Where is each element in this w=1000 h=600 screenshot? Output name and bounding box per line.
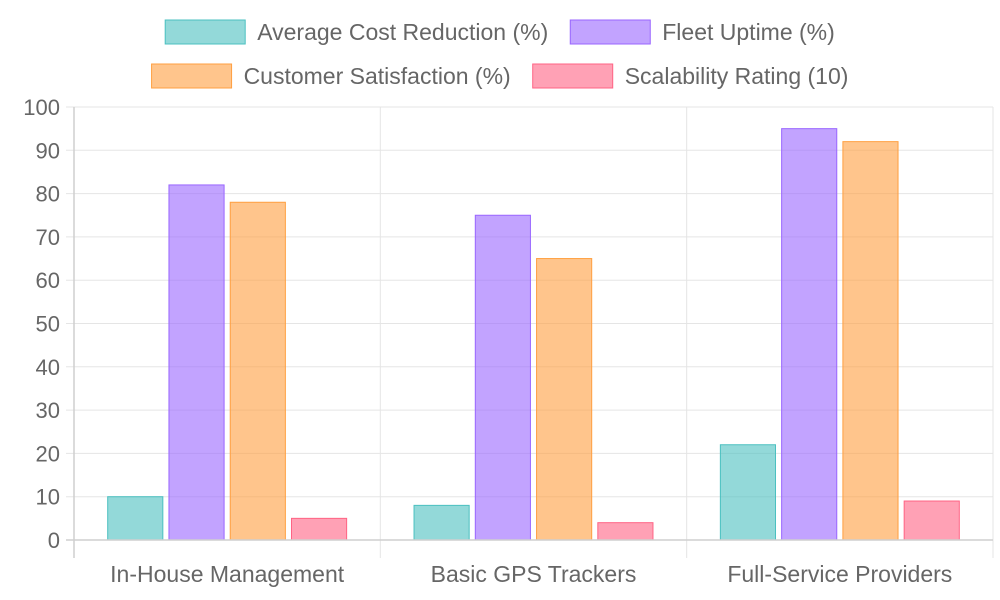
legend-swatch [164,19,246,45]
bar [781,128,838,541]
x-tick-label: Full-Service Providers [727,561,952,587]
legend-label: Average Cost Reduction (%) [257,19,548,45]
y-axis-ticks: 0 10 20 30 40 50 60 70 80 90 100 [23,95,60,553]
y-tick-label: 70 [36,225,60,250]
bar [842,141,899,541]
y-tick-label: 20 [36,441,60,466]
bar [474,214,531,541]
y-tick-label: 0 [48,528,60,553]
x-axis-ticks: In-House Management Basic GPS Trackers Ful… [110,561,952,587]
bar [229,201,286,541]
y-tick-label: 100 [23,95,60,120]
legend: Average Cost Reduction (%) Fleet Uptime (… [151,19,849,89]
y-tick-label: 80 [36,182,60,207]
legend-label: Customer Satisfaction (%) [244,63,511,89]
bar [107,496,164,541]
y-tick-label: 30 [36,398,60,423]
bar [719,444,777,541]
bar [290,517,348,541]
y-tick-label: 40 [36,355,60,380]
bar [597,522,654,541]
bar [168,184,225,541]
legend-swatch [532,63,614,89]
legend-swatch [569,19,651,45]
legend-swatch [151,63,233,89]
y-tick-label: 90 [36,138,60,163]
legend-label: Scalability Rating (10) [625,63,849,89]
bar [536,258,593,541]
axes [66,107,993,558]
x-tick-label: In-House Management [110,561,345,587]
bar [413,504,470,541]
x-tick-label: Basic GPS Trackers [431,561,637,587]
bar [903,500,960,541]
bars [107,128,960,541]
legend-label: Fleet Uptime (%) [662,19,835,45]
y-tick-label: 50 [36,312,60,337]
y-tick-label: 10 [36,485,60,510]
y-tick-label: 60 [36,268,60,293]
